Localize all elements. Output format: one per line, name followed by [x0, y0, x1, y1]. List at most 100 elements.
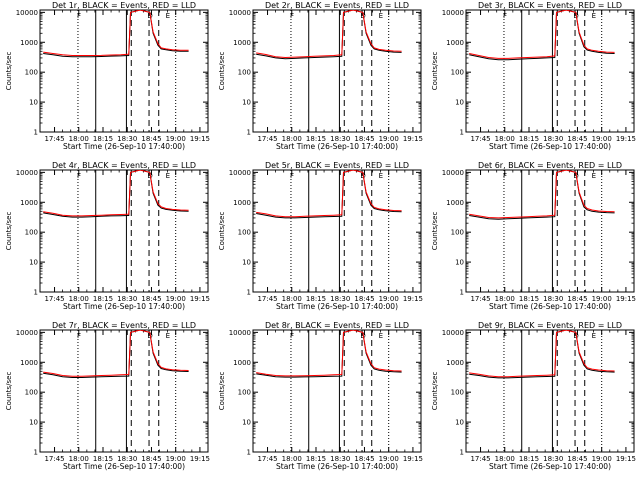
marker-tag: F [290, 12, 294, 20]
x-axis-label: Start Time (26-Sep-10 17:40:00) [276, 142, 398, 151]
x-tick-label: 18:30 [543, 455, 563, 463]
x-tick-label: 18:00 [495, 295, 515, 303]
x-axis-label: Start Time (26-Sep-10 17:40:00) [63, 462, 185, 471]
plot-frame [252, 9, 422, 133]
x-tick-label: 18:00 [69, 135, 89, 143]
y-axis-label: Counts/sec [431, 212, 439, 251]
x-tick-label: 19:15 [403, 135, 423, 143]
x-tick-label: 19:00 [166, 295, 186, 303]
lld-series-line [469, 10, 615, 59]
panel-title: Det 5r, BLACK = Events, RED = LLD [265, 161, 409, 170]
y-tick-label: 10000 [442, 329, 464, 337]
x-tick-label: 18:15 [519, 295, 539, 303]
y-tick-label: 10 [242, 99, 251, 107]
y-tick-label: 1000 [20, 39, 38, 47]
x-tick-label: 17:45 [44, 295, 64, 303]
x-tick-label: 19:15 [403, 455, 423, 463]
plot-frame [39, 9, 209, 133]
x-tick-label: 18:30 [330, 135, 350, 143]
x-axis-label: Start Time (26-Sep-10 17:40:00) [276, 302, 398, 311]
panel-title: Det 3r, BLACK = Events, RED = LLD [478, 1, 622, 10]
x-tick-label: 19:00 [592, 295, 612, 303]
marker-tag: E [166, 332, 170, 340]
plot-frame [465, 329, 635, 453]
detector-panel: Det 2r, BLACK = Events, RED = LLD Counts/… [218, 1, 423, 151]
y-axis-label: Counts/sec [5, 52, 13, 91]
y-tick-label: 100 [25, 69, 38, 77]
y-tick-label: 100 [25, 389, 38, 397]
x-tick-label: 18:00 [282, 295, 302, 303]
x-tick-label: 17:45 [257, 135, 277, 143]
plot-frame [465, 9, 635, 133]
x-tick-label: 18:00 [282, 135, 302, 143]
x-axis-label: Start Time (26-Sep-10 17:40:00) [276, 462, 398, 471]
y-axis-label: Counts/sec [431, 372, 439, 411]
x-tick-label: 18:00 [495, 455, 515, 463]
y-tick-label: 10 [455, 419, 464, 427]
y-axis-label: Counts/sec [218, 52, 226, 91]
x-tick-label: 17:45 [44, 455, 64, 463]
y-axis-label: Counts/sec [431, 52, 439, 91]
y-tick-label: 1000 [446, 199, 464, 207]
y-tick-label: 1 [247, 289, 251, 297]
y-tick-label: 10 [455, 259, 464, 267]
x-tick-label: 18:00 [69, 295, 89, 303]
x-tick-label: 17:45 [470, 455, 490, 463]
x-tick-label: 18:15 [93, 455, 113, 463]
x-tick-label: 18:00 [69, 455, 89, 463]
y-axis-label: Counts/sec [218, 212, 226, 251]
y-tick-label: 10000 [16, 9, 38, 17]
x-tick-label: 19:15 [190, 455, 210, 463]
plot-frame [39, 329, 209, 453]
y-tick-label: 1 [460, 289, 464, 297]
x-tick-label: 18:15 [306, 135, 326, 143]
y-tick-label: 1 [460, 129, 464, 137]
marker-tag: F [77, 332, 81, 340]
x-tick-label: 18:15 [306, 455, 326, 463]
x-tick-label: 18:45 [141, 135, 161, 143]
x-tick-label: 17:45 [257, 455, 277, 463]
y-tick-label: 1 [34, 289, 38, 297]
marker-tag: E [379, 12, 383, 20]
y-tick-label: 1000 [446, 359, 464, 367]
y-tick-label: 1000 [20, 199, 38, 207]
x-tick-label: 18:45 [354, 135, 374, 143]
marker-tag: E [379, 172, 383, 180]
lld-series-line [469, 170, 615, 219]
y-tick-label: 1 [34, 129, 38, 137]
y-tick-label: 10 [242, 419, 251, 427]
y-tick-label: 100 [451, 229, 464, 237]
y-tick-label: 10 [455, 99, 464, 107]
detector-panel: Det 5r, BLACK = Events, RED = LLD Counts/… [218, 161, 423, 311]
x-tick-label: 18:15 [93, 135, 113, 143]
x-tick-label: 18:15 [306, 295, 326, 303]
x-tick-label: 19:00 [592, 455, 612, 463]
lld-series-line [256, 330, 402, 377]
y-axis-label: Counts/sec [218, 372, 226, 411]
x-tick-label: 19:00 [166, 135, 186, 143]
marker-tag: F [290, 332, 294, 340]
x-tick-label: 19:15 [190, 135, 210, 143]
detector-panel: Det 3r, BLACK = Events, RED = LLD Counts/… [431, 1, 636, 151]
y-tick-label: 10000 [229, 9, 251, 17]
y-tick-label: 10 [29, 259, 38, 267]
detector-panel: Det 1r, BLACK = Events, RED = LLD Counts/… [5, 1, 210, 151]
lld-series-line [469, 330, 615, 378]
x-tick-label: 18:30 [117, 455, 137, 463]
x-tick-label: 18:30 [117, 295, 137, 303]
y-tick-label: 1000 [446, 39, 464, 47]
y-tick-label: 10 [29, 99, 38, 107]
y-tick-label: 1 [34, 449, 38, 457]
marker-tag: F [503, 332, 507, 340]
marker-tag: E [592, 172, 596, 180]
x-axis-label: Start Time (26-Sep-10 17:40:00) [489, 462, 611, 471]
x-tick-label: 18:15 [519, 135, 539, 143]
panel-title: Det 2r, BLACK = Events, RED = LLD [265, 1, 409, 10]
y-tick-label: 100 [238, 69, 251, 77]
marker-tag: E [166, 12, 170, 20]
x-tick-label: 19:00 [379, 295, 399, 303]
x-axis-label: Start Time (26-Sep-10 17:40:00) [63, 302, 185, 311]
plot-frame [252, 169, 422, 293]
